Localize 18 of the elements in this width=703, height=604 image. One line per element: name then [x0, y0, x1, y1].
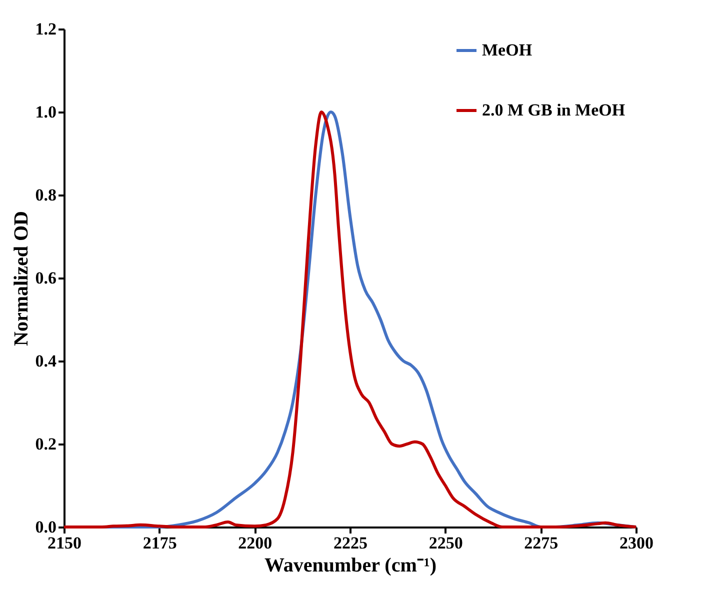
x-axis-title: Wavenumber (cm⁻¹) — [264, 554, 437, 576]
y-tick-label: 0.8 — [35, 186, 56, 204]
y-tick-label: 1.0 — [35, 102, 56, 122]
legend-label: MeOH — [482, 40, 532, 60]
y-tick-label: 0.4 — [35, 352, 57, 370]
x-tick-label: 2250 — [428, 534, 463, 552]
y-tick-label: 0.0 — [35, 518, 56, 536]
legend-label: 2.0 M GB in MeOH — [482, 100, 626, 120]
x-tick-label: 2175 — [142, 534, 177, 552]
x-tick-label: 2225 — [334, 534, 368, 552]
y-tick-label: 0.6 — [35, 268, 56, 288]
y-tick-label: 0.2 — [35, 434, 56, 454]
x-tick-label: 2275 — [524, 534, 558, 552]
y-axis-title: Normalized OD — [10, 211, 32, 346]
x-tick-label: 2200 — [238, 534, 272, 552]
y-tick-label: 1.2 — [35, 20, 56, 38]
x-tick-label: 2150 — [48, 534, 82, 552]
x-tick-label: 2300 — [620, 534, 654, 552]
